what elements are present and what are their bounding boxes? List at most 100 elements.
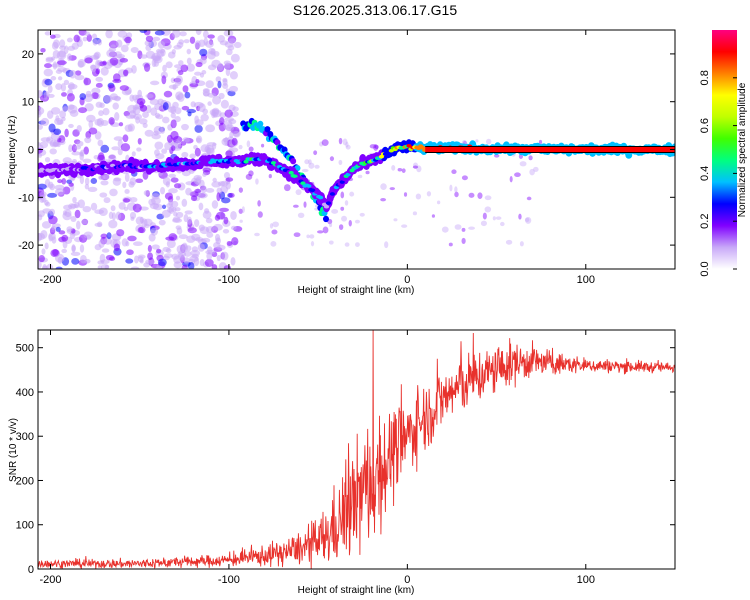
- spectral-noise-blob: [194, 219, 200, 228]
- spectral-noise-blob: [84, 31, 91, 37]
- spectral-noise-blob: [111, 95, 121, 101]
- spectral-noise-blob: [229, 131, 234, 139]
- spectral-noise-blob: [207, 34, 215, 39]
- spectral-noise-blob: [152, 36, 161, 42]
- spectral-noise-blob: [155, 153, 165, 160]
- spectral-noise-blob: [403, 192, 408, 197]
- spectral-noise-blob: [205, 226, 215, 233]
- spectral-noise-blob: [105, 254, 115, 261]
- spectral-noise-blob: [162, 64, 167, 73]
- spectral-noise-blob: [328, 240, 334, 245]
- spectral-noise-blob: [199, 259, 205, 267]
- spectral-ridge-core: [329, 192, 336, 196]
- spectral-noise-blob: [109, 188, 118, 197]
- snr-x-tick-label: 100: [577, 574, 595, 586]
- spectral-noise-blob: [189, 83, 199, 88]
- spectral-branch-blob: [264, 126, 271, 133]
- spectral-noise-blob: [211, 59, 221, 68]
- spectral-noise-blob: [149, 80, 160, 86]
- spectral-noise-blob: [187, 262, 195, 269]
- spectral-noise-blob: [391, 165, 396, 171]
- spectral-noise-blob: [304, 159, 310, 165]
- spectral-noise-blob: [319, 141, 324, 147]
- spectral-noise-blob: [202, 88, 210, 93]
- spectral-noise-blob: [84, 136, 92, 144]
- spectral-noise-blob: [525, 216, 532, 224]
- spectral-noise-blob: [475, 139, 479, 143]
- spectral-noise-blob: [138, 118, 148, 125]
- spectral-noise-blob: [168, 188, 178, 194]
- spectral-noise-blob: [205, 217, 213, 224]
- spectral-noise-blob: [161, 75, 167, 85]
- spectral-noise-blob: [195, 78, 200, 84]
- spectral-noise-blob: [212, 142, 217, 150]
- spectral-noise-blob: [79, 93, 87, 100]
- spectral-noise-blob: [189, 153, 196, 159]
- spectral-noise-blob: [461, 227, 466, 232]
- spectral-noise-blob: [223, 172, 231, 179]
- spectral-noise-blob: [206, 232, 214, 238]
- spectral-ridge-core: [327, 195, 334, 199]
- spectral-noise-blob: [135, 116, 140, 124]
- spectral-noise-blob: [145, 93, 154, 99]
- spectral-noise-blob: [205, 124, 216, 133]
- spectral-noise-blob: [108, 84, 116, 92]
- spectral-noise-blob: [168, 84, 179, 90]
- spectral-noise-blob: [206, 252, 213, 261]
- spectral-ridge-core: [341, 177, 347, 182]
- spectral-noise-blob: [144, 129, 154, 137]
- spectral-noise-blob: [55, 266, 63, 269]
- spectral-noise-blob: [212, 95, 222, 105]
- spectral-noise-blob: [175, 195, 181, 201]
- spectral-noise-blob: [62, 186, 71, 195]
- spectral-noise-blob: [184, 91, 191, 99]
- spectral-noise-blob: [52, 249, 59, 257]
- spectral-noise-blob: [164, 141, 173, 151]
- spectral-noise-blob: [157, 258, 167, 267]
- spectral-noise-blob: [514, 172, 521, 178]
- spectral-noise-blob: [186, 48, 192, 55]
- spectral-noise-blob: [74, 70, 82, 76]
- spectral-noise-blob: [62, 106, 69, 112]
- spectral-noise-blob: [57, 76, 63, 81]
- spectral-noise-blob: [92, 38, 98, 46]
- spectral-noise-blob: [482, 212, 487, 220]
- spectral-noise-blob: [108, 219, 118, 229]
- spectral-noise-blob: [97, 139, 104, 147]
- spectral-ridge-core: [331, 188, 337, 193]
- spectral-noise-blob: [306, 234, 310, 239]
- spectral-noise-blob: [84, 57, 93, 64]
- spectral-noise-blob: [145, 259, 156, 265]
- spectral-ridge-core: [388, 148, 394, 153]
- snr-y-tick-label: 300: [16, 431, 34, 443]
- spectral-noise-blob: [187, 227, 197, 234]
- spectral-noise-blob: [211, 109, 216, 119]
- spectral-noise-blob: [190, 249, 201, 257]
- spectrogram-x-tick-label: -100: [218, 274, 240, 286]
- spectral-noise-blob: [38, 124, 43, 130]
- spectral-noise-blob: [454, 224, 462, 230]
- spectral-noise-blob: [207, 92, 217, 98]
- spectral-branch-blob: [290, 157, 297, 165]
- spectral-noise-blob: [245, 173, 253, 180]
- spectral-ridge-core: [319, 198, 326, 203]
- spectral-noise-blob: [173, 64, 182, 69]
- spectral-noise-blob: [124, 36, 132, 44]
- spectral-noise-blob: [58, 49, 66, 58]
- spectral-noise-blob: [518, 213, 522, 220]
- spectral-noise-blob: [170, 130, 179, 140]
- spectral-noise-blob: [41, 221, 51, 229]
- spectral-noise-blob: [145, 104, 152, 114]
- spectral-noise-blob: [119, 85, 129, 91]
- spectral-noise-blob: [83, 93, 93, 103]
- spectral-noise-blob: [145, 35, 154, 42]
- spectral-noise-blob: [123, 198, 131, 203]
- spectral-noise-blob: [117, 148, 123, 156]
- spectral-noise-blob: [187, 111, 192, 117]
- spectral-noise-blob: [116, 229, 125, 237]
- spectral-noise-blob: [41, 248, 46, 255]
- spectral-noise-blob: [373, 144, 379, 151]
- spectral-noise-blob: [177, 70, 184, 76]
- spectral-noise-blob: [43, 68, 53, 77]
- spectral-noise-blob: [70, 251, 81, 256]
